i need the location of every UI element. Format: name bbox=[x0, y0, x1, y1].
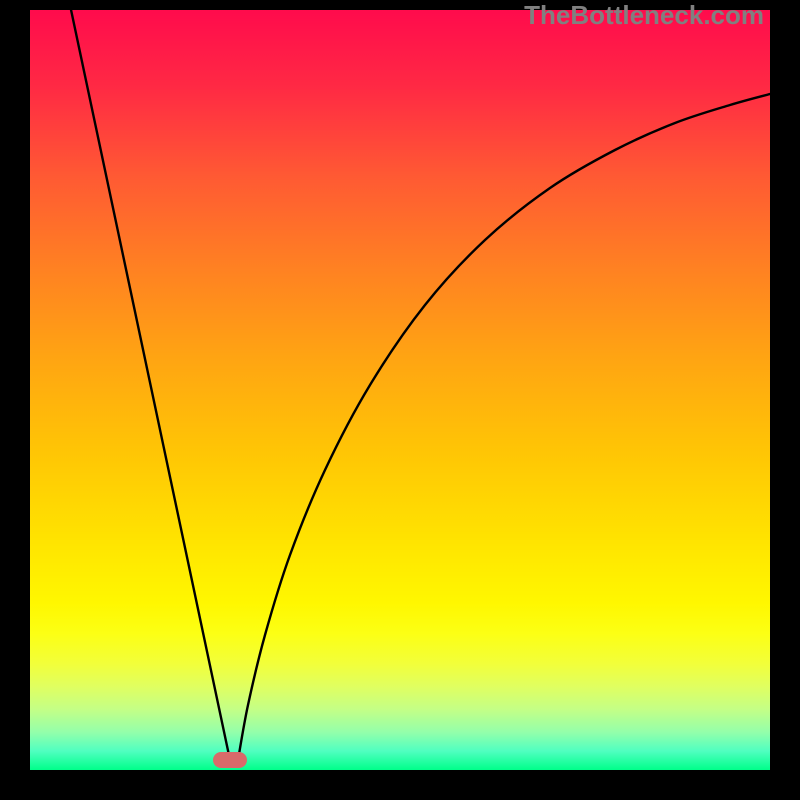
plot-area bbox=[30, 10, 770, 770]
curve-left-branch bbox=[70, 10, 230, 760]
optimal-marker bbox=[213, 752, 247, 768]
border-right bbox=[770, 0, 800, 800]
border-left bbox=[0, 0, 30, 800]
curve-right-branch bbox=[238, 94, 770, 760]
bottleneck-curve bbox=[30, 10, 770, 770]
border-bottom bbox=[0, 770, 800, 800]
watermark-text: TheBottleneck.com bbox=[524, 0, 764, 31]
chart-container: { "canvas": { "width": 800, "height": 80… bbox=[0, 0, 800, 800]
